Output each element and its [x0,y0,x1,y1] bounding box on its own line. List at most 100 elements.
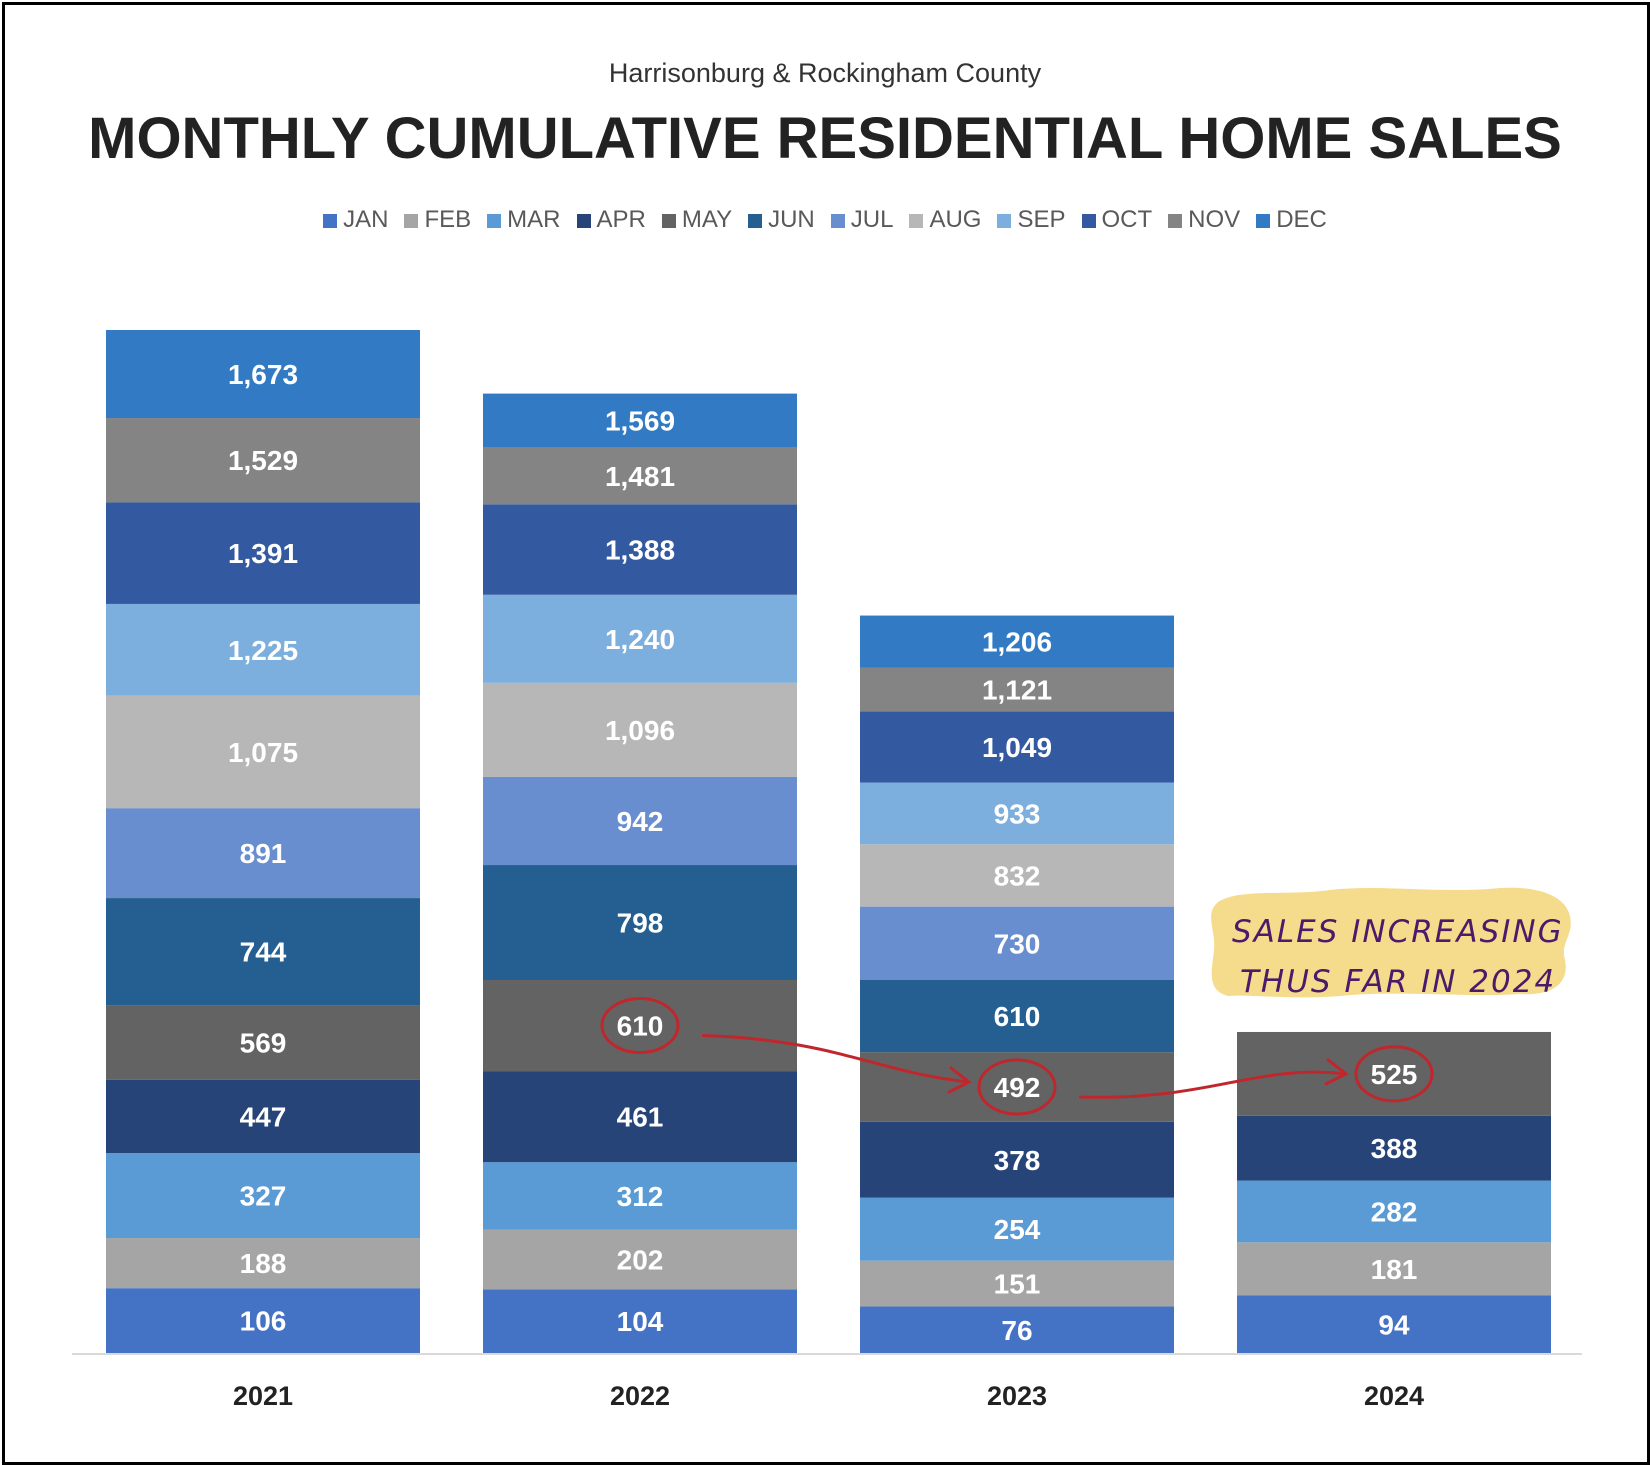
data-label-2021-sep: 1,225 [228,635,298,666]
bar-segment-2023-aug [860,844,1174,907]
data-label-2022-dec: 1,569 [605,405,675,436]
data-label-2022-aug: 1,096 [605,715,675,746]
legend-swatch [323,214,338,228]
annotation-text-line2: THUS FAR IN 2024 [1240,964,1556,1000]
data-label-2021-may: 569 [240,1027,287,1058]
data-label-2021-apr: 447 [240,1101,287,1132]
legend-label: FEB [424,206,472,233]
bar-segment-2021-feb [106,1238,420,1289]
bar-segment-2021-jul [106,808,420,899]
data-label-2024-feb: 181 [1371,1254,1418,1285]
bar-segment-2023-apr [860,1121,1174,1198]
legend-swatch [1168,214,1183,228]
legend-item-jun: JUN [748,206,815,234]
legend-swatch [830,214,845,228]
legend-item-may: MAY [661,206,732,234]
legend-item-dec: DEC [1256,206,1327,234]
data-label-2021-feb: 188 [240,1248,287,1279]
annotation-arrow-2022-2023-head [947,1066,972,1094]
bar-segment-2023-dec [860,615,1174,668]
x-tick-label-2023: 2023 [987,1381,1047,1411]
annotation-arrow-2023-2024-head [1324,1058,1349,1086]
legend-label: APR [596,206,646,233]
data-label-2021-jun: 744 [240,937,287,968]
data-label-2022-nov: 1,481 [605,461,675,492]
x-tick-label-2022: 2022 [610,1381,670,1411]
annotation-circle-2022 [600,997,680,1055]
chart-subtitle: Harrisonburg & Rockingham County [608,58,1042,88]
legend-item-oct: OCT [1081,206,1153,234]
data-label-2023-mar: 254 [994,1214,1041,1245]
data-label-2022-apr: 461 [617,1102,664,1133]
bar-segment-2023-oct [860,711,1174,783]
legend-swatch [1256,214,1271,228]
data-label-2024-jan: 94 [1378,1309,1410,1340]
bar-segment-2022-sep [483,594,797,683]
bar-segment-2022-may [483,979,797,1072]
bar-segment-2023-jun [860,979,1174,1053]
bar-segment-2024-mar [1237,1180,1551,1243]
data-label-2023-nov: 1,121 [982,675,1052,706]
legend-label: MAR [507,206,561,233]
legend-item-feb: FEB [404,206,471,234]
data-label-2023-jan: 76 [1001,1315,1032,1346]
data-label-2021-dec: 1,673 [228,359,298,390]
data-label-2022-may: 610 [617,1011,664,1042]
x-tick-label-2024: 2024 [1364,1381,1424,1411]
legend-swatch [487,214,502,228]
data-label-2022-jul: 942 [617,806,664,837]
data-label-2022-jun: 798 [617,908,664,939]
legend-swatch [748,214,763,228]
data-label-2023-may: 492 [994,1072,1041,1103]
data-label-2021-aug: 1,075 [228,737,298,768]
legend-swatch [909,214,924,228]
legend-swatch [1081,214,1096,228]
legend-label: OCT [1101,206,1153,233]
data-label-2022-jan: 104 [617,1306,664,1337]
bar-segment-2022-nov [483,447,797,505]
bar-segment-2021-may [106,1005,420,1080]
legend-label: DEC [1276,206,1327,233]
data-label-2023-jun: 610 [994,1001,1041,1032]
data-label-2023-feb: 151 [994,1269,1041,1300]
data-label-2024-may: 525 [1371,1059,1418,1090]
bar-segment-2022-feb [483,1229,797,1290]
legend-item-apr: APR [576,206,646,234]
bar-segment-2022-jun [483,865,797,980]
bar-segment-2022-dec [483,393,797,448]
data-label-2022-feb: 202 [617,1244,664,1275]
data-label-2023-aug: 832 [994,860,1041,891]
legend-item-aug: AUG [909,206,981,234]
bar-segment-2023-sep [860,782,1174,845]
bar-segment-2021-nov [106,418,420,503]
bar-segment-2021-mar [106,1153,420,1239]
bar-segment-2024-feb [1237,1242,1551,1296]
annotation-arrow-2023-2024 [1078,1070,1347,1099]
x-tick-label-2021: 2021 [233,1381,293,1411]
bar-segment-2022-apr [483,1071,797,1163]
legend-label: SEP [1017,206,1066,233]
annotation-arrow-2022-2023 [701,1034,970,1084]
legend-label: AUG [929,206,982,233]
bar-segment-2021-aug [106,695,420,809]
legend-item-jan: JAN [323,206,388,234]
legend-label: NOV [1188,206,1241,233]
data-label-2024-apr: 388 [1371,1133,1418,1164]
legend-label: JUN [768,206,815,233]
bar-segment-2023-mar [860,1197,1174,1261]
bar-segment-2021-apr [106,1079,420,1154]
data-label-2023-sep: 933 [994,798,1041,829]
bar-segment-2023-may [860,1052,1174,1122]
data-label-2021-jul: 891 [240,838,287,869]
data-label-2023-oct: 1,049 [982,732,1052,763]
bar-segment-2022-jul [483,776,797,866]
bar-segment-2022-oct [483,504,797,595]
legend-swatch [997,214,1012,228]
data-label-2023-apr: 378 [994,1145,1041,1176]
annotation-circle-2023 [977,1058,1057,1116]
bar-segment-2023-jan [860,1306,1174,1353]
annotation-circle-2024 [1354,1045,1434,1103]
bar-segment-2022-mar [483,1162,797,1230]
data-label-2022-mar: 312 [617,1181,664,1212]
